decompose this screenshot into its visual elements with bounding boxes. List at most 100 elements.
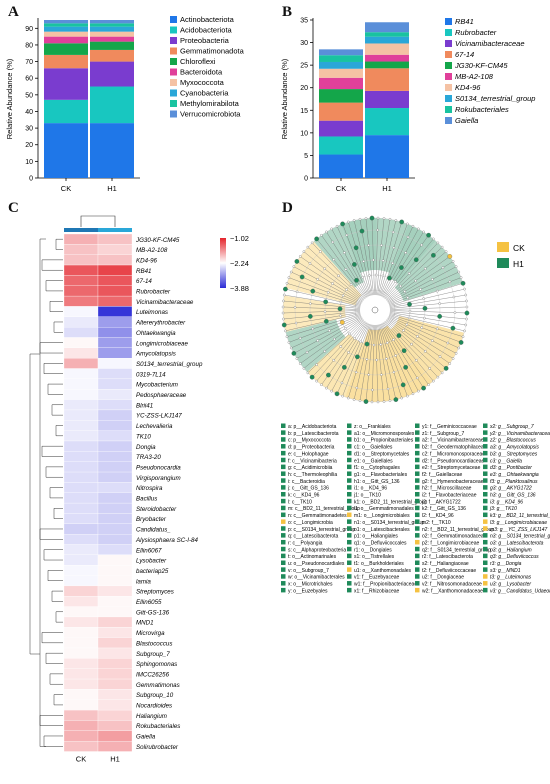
cladogram-node	[431, 339, 434, 342]
heatmap-cell	[97, 399, 133, 411]
clade-label: v3: g__Candidatus_Udaeobacter	[490, 588, 550, 594]
heatmap-cell	[63, 565, 99, 576]
cladogram-node	[415, 376, 419, 380]
cladogram-node	[310, 241, 314, 245]
clade-label-swatch	[347, 478, 352, 483]
row-label: KD4-96	[136, 257, 158, 264]
cladogram-node	[376, 216, 380, 220]
clade-label: q: c__Latescibacterota	[288, 534, 339, 540]
row-label: Altererythrobacter	[135, 320, 186, 327]
clade-label-swatch	[483, 587, 488, 593]
cladogram-node	[407, 301, 412, 307]
clade-label-swatch	[281, 546, 286, 552]
clade-label: h2: f__Microscillaceae	[422, 486, 472, 492]
row-label: 0319-7L14	[136, 371, 166, 378]
cladogram-node	[328, 329, 331, 332]
cladogram-node	[320, 383, 323, 387]
clade-label: y2: g__Vicinamibacteraceae	[489, 431, 550, 437]
cladogram-node	[451, 357, 455, 360]
clade-label-swatch	[281, 526, 286, 531]
heatmap-cell	[63, 461, 99, 473]
cladogram-branch	[285, 313, 361, 332]
heatmap-cell	[63, 616, 99, 628]
cladogram-node	[406, 235, 410, 239]
clade-label-swatch	[415, 539, 420, 545]
bar-segment	[365, 108, 409, 136]
cladogram-branch	[326, 322, 368, 389]
clade-sector	[394, 240, 463, 302]
cladogram-node	[381, 274, 385, 278]
cladogram-branch	[300, 318, 363, 364]
bar-segment	[44, 68, 88, 100]
heatmap-cell	[63, 306, 99, 317]
cladogram-node	[347, 220, 350, 224]
clade-label: h3: g__Gitt_GS_136	[490, 493, 536, 499]
x-tick-label: CK	[61, 184, 71, 193]
clade-sector	[283, 295, 346, 333]
cladogram-node	[386, 341, 389, 345]
row-label: bacteriap25	[136, 568, 169, 575]
legend-label: MB-A2-108	[455, 72, 494, 81]
cladogram-node	[334, 391, 340, 397]
legend-label: Methylomirabilota	[180, 99, 240, 108]
cladogram-node	[461, 335, 465, 338]
cladogram-node	[311, 327, 315, 331]
cladogram-node	[452, 295, 456, 299]
legend-swatch	[170, 37, 177, 44]
clade-label-swatch	[483, 464, 488, 470]
heatmap-cell	[97, 378, 133, 390]
clade-label-swatch	[415, 457, 420, 463]
cladogram-branch	[365, 218, 374, 296]
clade-label: t: o__Actinomarinales	[288, 554, 337, 560]
clade-label: w1: f__Propionibacteriaceae	[354, 582, 417, 588]
cladogram-node	[364, 341, 370, 347]
clade-label-swatch	[347, 526, 352, 531]
cladogram-branch	[389, 288, 465, 307]
cladogram-branch	[389, 300, 467, 309]
clade-label: b2: f__Geodermatophilaceae	[422, 445, 487, 451]
cladogram-branch	[376, 324, 385, 402]
clade-label: n2: f__BD2_11_terrestrial_group	[422, 527, 494, 533]
cladogram-node	[370, 400, 374, 404]
clade-label: j1: o__TK10	[353, 493, 381, 499]
cladogram-node	[427, 383, 430, 387]
heatmap-cell	[97, 637, 133, 649]
cladogram-node	[342, 364, 347, 370]
heatmap-cell	[97, 575, 133, 587]
heatmap-cell	[97, 482, 133, 493]
heatmap-cell	[63, 533, 99, 545]
cladogram-node	[281, 311, 285, 315]
clade-label-swatch	[415, 574, 420, 579]
dendrogram-branch	[43, 735, 63, 747]
clade-label-swatch	[483, 457, 488, 463]
legend-item: Vicinamibacteraceae	[445, 39, 525, 48]
clade-label-swatch	[483, 539, 488, 545]
clade-label: p2: f__Longimicrobiaceae	[422, 540, 479, 546]
cladogram-node	[432, 379, 435, 383]
clade-label-swatch	[415, 485, 420, 490]
stacked-bar-chart-b: 0 5 10 15 20 25 30 35 Relative Abundance (%) CK H1…	[280, 17, 535, 193]
clade-label: c1: o__Gaiellales	[354, 445, 393, 451]
cladogram-node	[423, 267, 427, 271]
cladogram-node	[419, 288, 422, 291]
cladogram-node	[323, 349, 327, 353]
legend-item: MB-A2-108	[445, 72, 494, 81]
row-label: Lechevalieria	[136, 423, 173, 430]
clade-label: k1: o__BD2_11_terrestrial_group	[354, 499, 428, 505]
cladogram-node	[293, 306, 297, 309]
x-tick-label: H1	[382, 184, 392, 193]
bar-segment	[44, 20, 88, 24]
dendrogram-branch	[49, 301, 63, 312]
heatmap-cell	[63, 399, 99, 411]
clade-label: s: c__Alphaproteobacteria	[288, 547, 346, 553]
bar-segment	[365, 43, 409, 55]
clade-label: q1: o__Defluviicoccales	[354, 540, 407, 546]
clade-label: g: c__Acidimicrobiia	[288, 465, 333, 471]
heatmap-cell	[63, 523, 99, 535]
cladogram-branch	[283, 310, 361, 314]
heatmap-cell	[63, 285, 99, 297]
cladogram-node	[323, 267, 327, 271]
cladogram-node	[465, 305, 469, 309]
cladogram-node	[337, 306, 343, 312]
clade-label: o: c__Longimicrobia	[288, 520, 333, 526]
